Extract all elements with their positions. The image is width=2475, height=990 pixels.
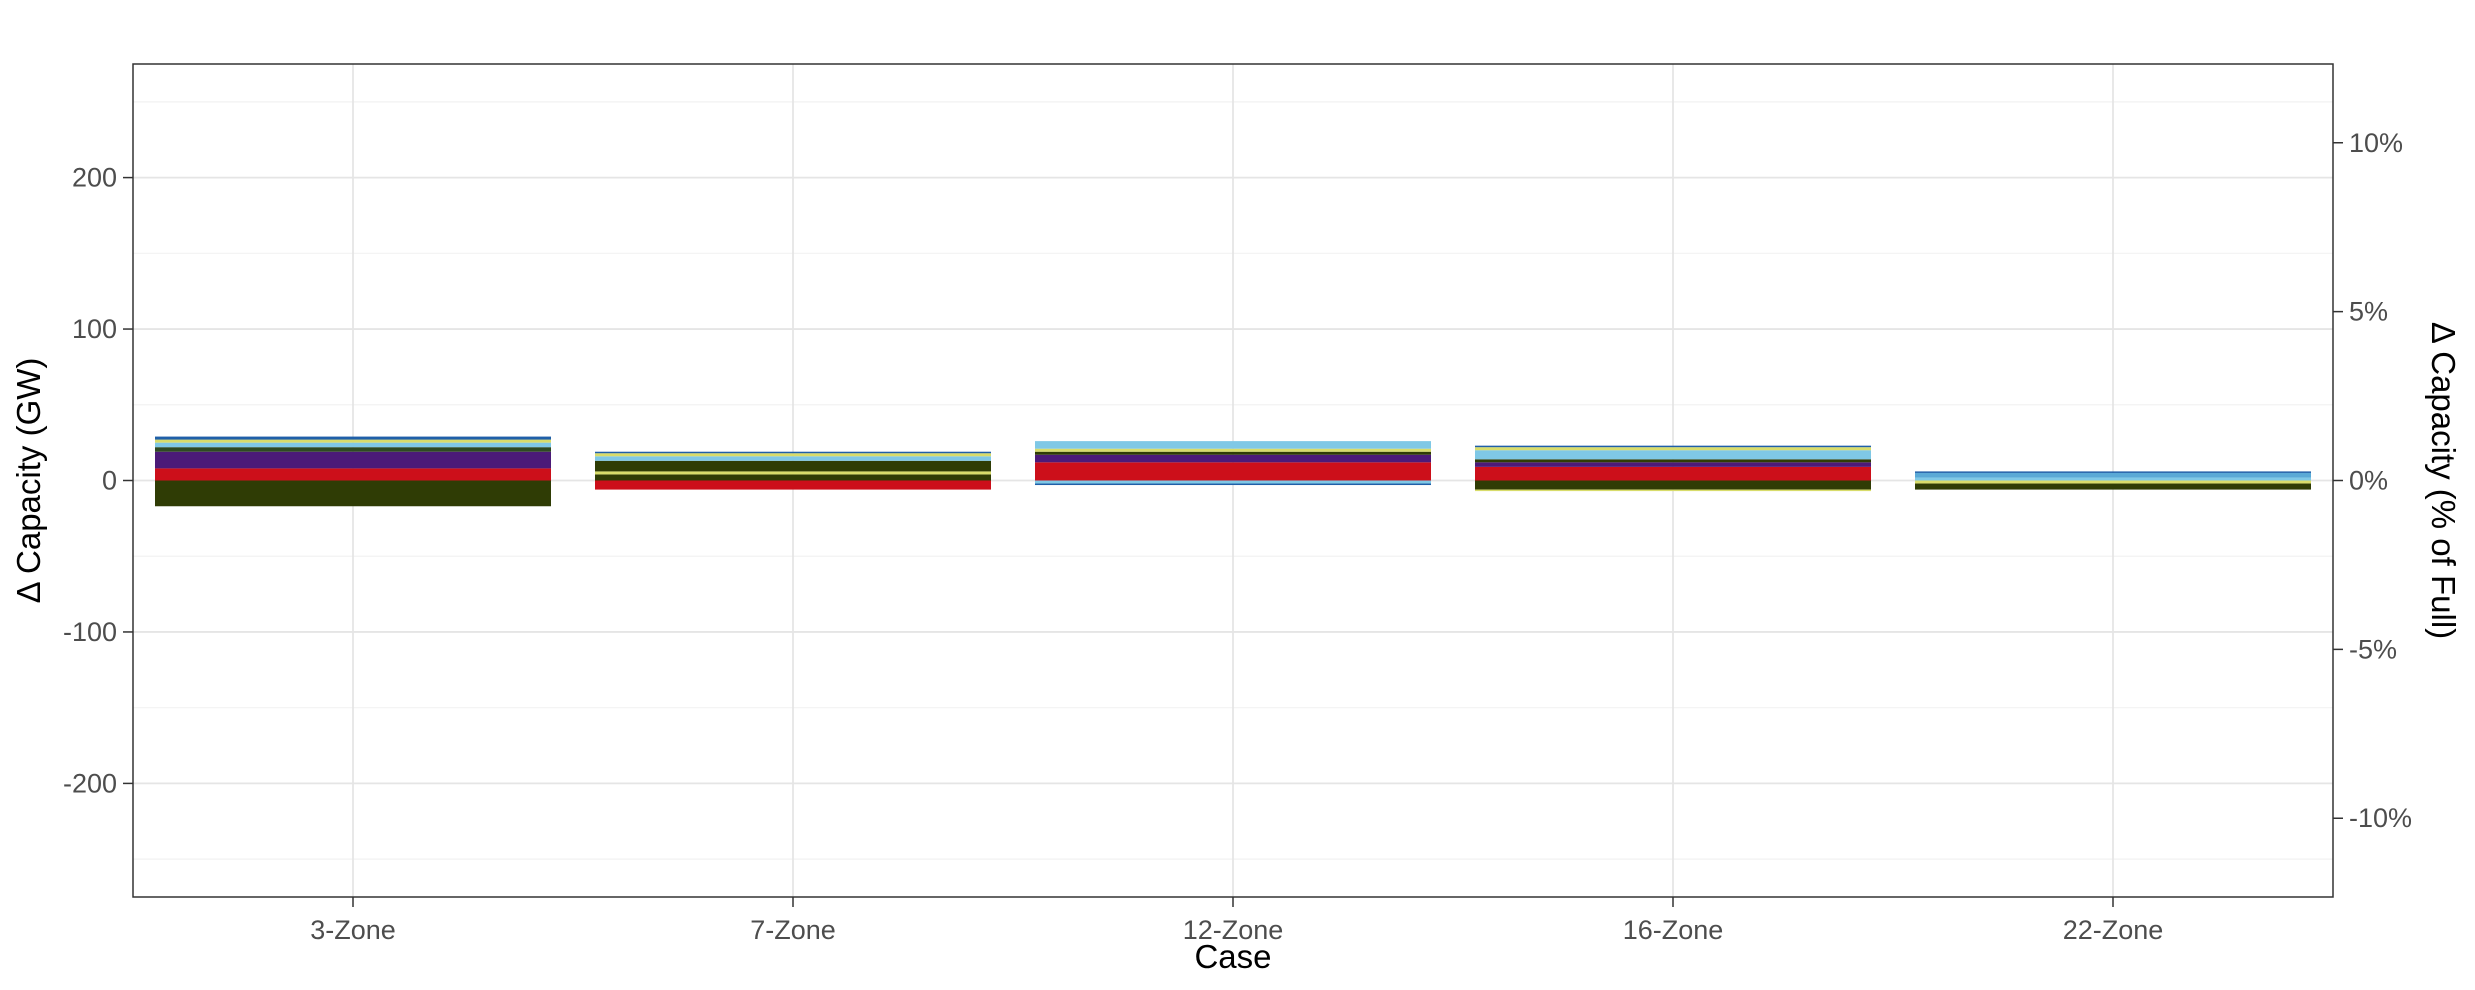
bar-segment — [595, 471, 991, 475]
bar-segment — [1475, 480, 1871, 490]
bar-segment — [595, 453, 991, 457]
bar-segment — [155, 442, 551, 448]
y-axis-left: -200 -100 0 100 200 — [63, 163, 133, 798]
bar-segment — [155, 451, 551, 469]
bar-segment — [595, 456, 991, 461]
bar-segment — [1035, 448, 1431, 452]
bar-segment — [1035, 454, 1431, 463]
bar-segment — [1035, 462, 1431, 481]
bar-segment — [1035, 451, 1431, 455]
bar-segment — [1035, 483, 1431, 486]
bar-segment — [155, 439, 551, 443]
bar-segment — [1915, 477, 2311, 481]
bar-segment — [1475, 459, 1871, 463]
bar-segment — [155, 447, 551, 452]
y2-tick-label: -10% — [2349, 803, 2412, 833]
x-tick-label: 3-Zone — [310, 915, 396, 945]
bar-segment — [1035, 480, 1431, 484]
x-tick-label: 12-Zone — [1183, 915, 1284, 945]
y-axis-right: -10% -5% 0% 5% 10% — [2333, 128, 2412, 833]
y2-axis-title: Δ Capacity (% of Full) — [2425, 322, 2462, 639]
y2-tick-label: 0% — [2349, 466, 2388, 496]
x-tick-label: 22-Zone — [2063, 915, 2164, 945]
bar-segment — [1035, 441, 1431, 449]
bar-segment — [1475, 462, 1871, 467]
bar-segment — [155, 468, 551, 481]
bar-segment — [1475, 450, 1871, 460]
bar-segment — [155, 436, 551, 440]
bars — [155, 436, 2311, 507]
y2-tick-label: 10% — [2349, 128, 2403, 158]
y-tick-label: -200 — [63, 768, 117, 798]
y-tick-label: -100 — [63, 617, 117, 647]
bar-segment — [155, 480, 551, 507]
y2-tick-label: 5% — [2349, 297, 2388, 327]
y2-tick-label: -5% — [2349, 634, 2397, 664]
bar-segment — [1475, 445, 1871, 448]
bar-segment — [595, 451, 991, 454]
bar-segment — [595, 474, 991, 481]
y-tick-label: 200 — [72, 163, 117, 193]
bar-segment — [1915, 471, 2311, 473]
x-tick-label: 16-Zone — [1623, 915, 1724, 945]
y-tick-label: 100 — [72, 314, 117, 344]
y-axis-title: Δ Capacity (GW) — [10, 358, 47, 604]
bar-segment — [595, 460, 991, 472]
y-tick-label: 0 — [102, 466, 117, 496]
bar-segment — [1475, 466, 1871, 481]
x-axis-title: Case — [1194, 938, 1271, 975]
bar-segment — [1915, 483, 2311, 490]
bar-segment — [1475, 447, 1871, 451]
x-axis: 3-Zone 7-Zone 12-Zone 16-Zone 22-Zone — [310, 897, 2163, 945]
bar-segment — [1475, 489, 1871, 492]
bar-segment — [1915, 472, 2311, 478]
bar-segment — [1915, 480, 2311, 484]
bar-segment — [595, 480, 991, 490]
x-tick-label: 7-Zone — [750, 915, 836, 945]
